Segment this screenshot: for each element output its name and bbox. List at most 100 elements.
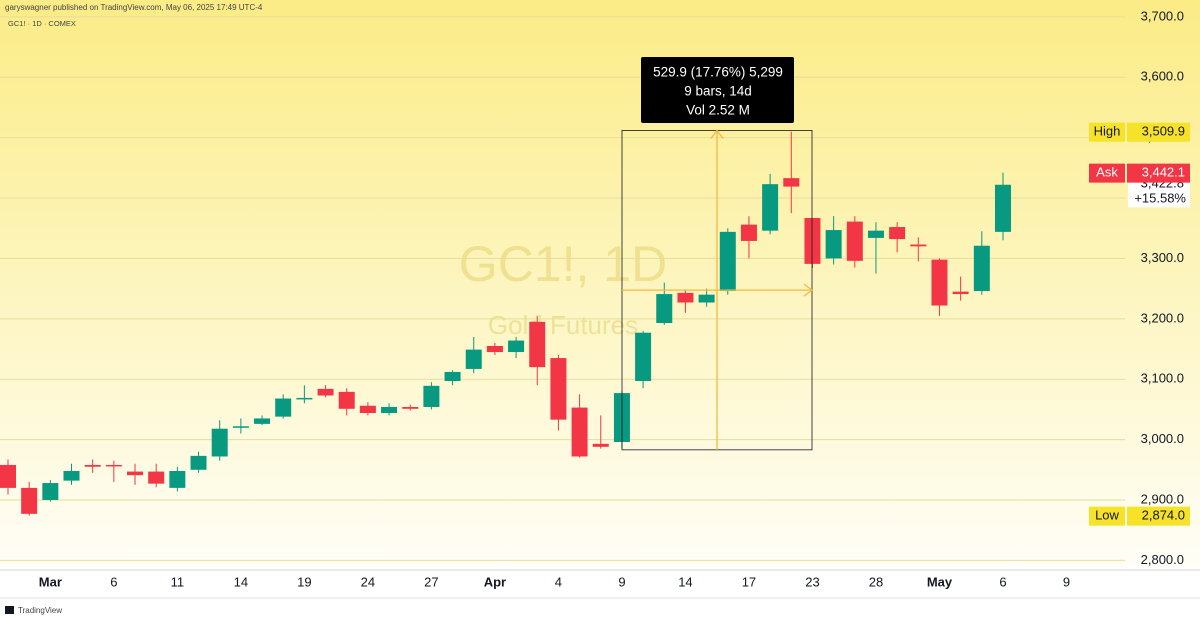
candle-body: [994, 184, 1011, 232]
price-label-name-box: [1089, 163, 1125, 183]
x-tick-label: 19: [297, 574, 311, 589]
candle-body: [381, 406, 398, 414]
price-label-value: 3,509.9: [1142, 124, 1185, 139]
x-tick-label: 27: [424, 574, 438, 589]
candle-body: [423, 385, 440, 407]
measure-text: Vol 2.52 M: [686, 103, 750, 118]
y-tick-label: 3,200.0: [1141, 310, 1184, 325]
watermark-subtitle: Gold Futures: [488, 310, 638, 340]
candle-body: [211, 428, 228, 457]
candle-body: [317, 388, 334, 396]
y-tick-label: 2,800.0: [1141, 552, 1184, 567]
candle-body: [42, 483, 59, 500]
candle-body: [656, 294, 673, 324]
candle-body: [698, 294, 715, 303]
candle-body: [677, 292, 694, 303]
candle-body: [190, 455, 207, 470]
y-tick-label: 3,300.0: [1141, 250, 1184, 265]
measure-text: 529.9 (17.76%) 5,299: [653, 65, 783, 80]
chart-title: GC1! · 1D · COMEX: [8, 19, 76, 28]
candle-body: [21, 487, 38, 514]
candle-body: [232, 426, 249, 428]
x-tick-label: 17: [742, 574, 756, 589]
price-label-value: 3,442.1: [1142, 165, 1185, 180]
candle-body: [952, 291, 969, 295]
x-tick-label: 14: [678, 574, 692, 589]
watermark: GC1!, 1D: [459, 236, 667, 292]
x-tick-label: 24: [361, 574, 375, 589]
candle-body: [254, 418, 271, 424]
price-label-name: Ask: [1096, 165, 1118, 180]
candle-body: [762, 184, 779, 231]
candle-body: [63, 470, 80, 481]
x-tick-label: 4: [555, 574, 562, 589]
candle-body: [148, 471, 165, 484]
candle-body: [804, 217, 821, 264]
x-tick-label: 9: [1063, 574, 1070, 589]
candle-body: [867, 230, 884, 238]
header: garyswagner published on TradingView.com…: [5, 3, 263, 12]
candle-body: [465, 349, 482, 369]
candle-body: [508, 340, 525, 353]
candle-body: [296, 397, 313, 400]
candle-body: [359, 405, 376, 414]
candle-body: [402, 406, 419, 409]
price-label-value: 2,874.0: [1142, 508, 1185, 523]
price-label-name-box: [1089, 122, 1125, 142]
measure-h-head: [803, 283, 814, 297]
x-tick-label: Apr: [484, 574, 506, 589]
footer: TradingView: [18, 606, 62, 615]
axis-background: [0, 570, 1200, 621]
measure-text: 9 bars, 14d: [684, 84, 752, 99]
x-tick-label: 14: [234, 574, 248, 589]
price-label-name: Low: [1095, 508, 1119, 523]
price-label-box: [1127, 122, 1190, 142]
candle-body: [84, 464, 101, 467]
y-tick-label: 2,900.0: [1141, 491, 1184, 506]
x-tick-label: Mar: [39, 574, 62, 589]
candle-body: [973, 245, 990, 292]
candle-body: [338, 391, 355, 409]
x-tick-label: 6: [110, 574, 117, 589]
measure-v-head: [710, 129, 724, 139]
candle-body: [444, 371, 461, 382]
x-tick-label: 9: [618, 574, 625, 589]
y-tick-label: 3,000.0: [1141, 431, 1184, 446]
y-tick-label: 3,600.0: [1141, 69, 1184, 84]
candle-body: [529, 321, 546, 368]
y-tick-label: 3,100.0: [1141, 371, 1184, 386]
price-label-name: High: [1094, 124, 1121, 139]
candle-body: [0, 464, 16, 488]
candle-body: [783, 178, 800, 187]
candle-body: [169, 470, 186, 488]
candle-body: [275, 398, 292, 417]
x-tick-label: 6: [999, 574, 1006, 589]
x-tick-label: 28: [869, 574, 883, 589]
candle-body: [889, 227, 906, 240]
candle-body: [931, 259, 948, 306]
candle-body: [486, 345, 503, 353]
plot-background: [0, 0, 1200, 570]
candle-body: [571, 407, 588, 457]
plot: 2,800.0 2,900.0 3,000.0 3,100.0 3,200.0 3,300…: [0, 8, 1190, 589]
price-label-box: [1127, 163, 1190, 183]
x-tick-label: 23: [805, 574, 819, 589]
candle-body: [635, 332, 652, 382]
candle-body: [592, 443, 609, 447]
footer-logo: [5, 606, 14, 614]
last-price-change: +15.58%: [1134, 191, 1186, 206]
y-tick-label: 3,700.0: [1141, 8, 1184, 23]
candle-body: [550, 358, 567, 420]
candle-body: [846, 221, 863, 261]
price-label-name-box: [1089, 506, 1125, 526]
candle-body: [719, 231, 736, 292]
x-tick-label: May: [927, 574, 953, 589]
candle-body: [740, 224, 757, 241]
price-label-box: [1127, 506, 1190, 526]
candle-body: [105, 464, 122, 467]
measure-tooltip: [641, 57, 794, 123]
x-tick-label: 11: [171, 574, 185, 589]
candle-body: [910, 244, 927, 247]
candle-body: [127, 471, 144, 476]
